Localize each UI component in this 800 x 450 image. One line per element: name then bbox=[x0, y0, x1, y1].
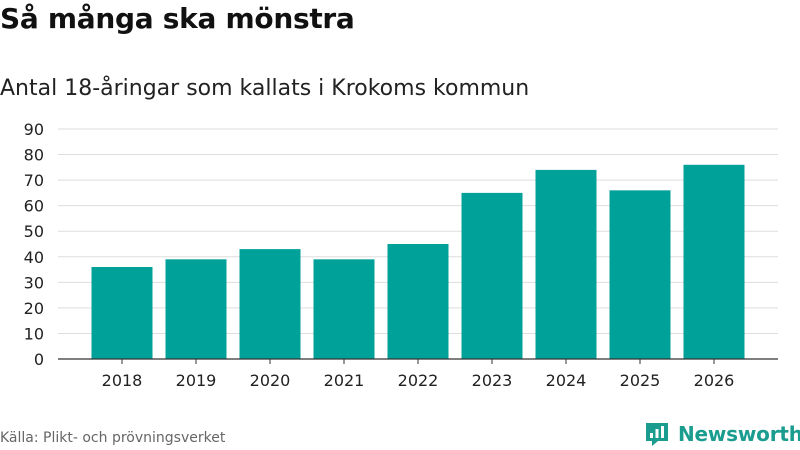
bar bbox=[165, 259, 227, 359]
bar bbox=[609, 190, 671, 359]
y-tick-label: 20 bbox=[24, 299, 44, 318]
bar bbox=[313, 259, 375, 359]
x-tick-label: 2026 bbox=[694, 371, 735, 390]
chart-title: Så många ska mönstra bbox=[0, 2, 355, 35]
x-tick-label: 2019 bbox=[176, 371, 217, 390]
x-tick-label: 2020 bbox=[250, 371, 291, 390]
source-note: Källa: Plikt- och prövningsverket bbox=[0, 430, 226, 446]
brand-name: Newsworthy bbox=[678, 422, 800, 446]
y-tick-label: 70 bbox=[24, 171, 44, 190]
y-tick-label: 10 bbox=[24, 324, 44, 343]
bar bbox=[535, 169, 597, 359]
bar bbox=[239, 249, 301, 359]
bar-chart-flag-icon bbox=[646, 423, 668, 446]
y-tick-label: 80 bbox=[24, 146, 44, 165]
bar bbox=[91, 267, 153, 359]
x-tick-label: 2022 bbox=[398, 371, 439, 390]
bar bbox=[683, 164, 745, 359]
bar bbox=[387, 244, 449, 359]
y-tick-label: 60 bbox=[24, 197, 44, 216]
y-tick-label: 50 bbox=[24, 222, 44, 241]
x-tick-label: 2024 bbox=[546, 371, 587, 390]
y-tick-label: 40 bbox=[24, 248, 44, 267]
bar bbox=[461, 192, 523, 359]
y-tick-label: 0 bbox=[34, 350, 44, 369]
chart-subtitle: Antal 18-åringar som kallats i Krokoms k… bbox=[0, 76, 530, 101]
y-tick-label: 30 bbox=[24, 273, 44, 292]
brand-logo: Newsworthy bbox=[644, 420, 800, 448]
bar-chart: 0 10 20 30 40 50 60 70 80 90 2018 2019 2020 2021 2022 2… bbox=[24, 120, 778, 390]
y-tick-label: 90 bbox=[24, 120, 44, 139]
x-tick-label: 2021 bbox=[324, 371, 365, 390]
x-tick-label: 2018 bbox=[102, 371, 143, 390]
x-tick-label: 2025 bbox=[620, 371, 661, 390]
x-tick-label: 2023 bbox=[472, 371, 513, 390]
